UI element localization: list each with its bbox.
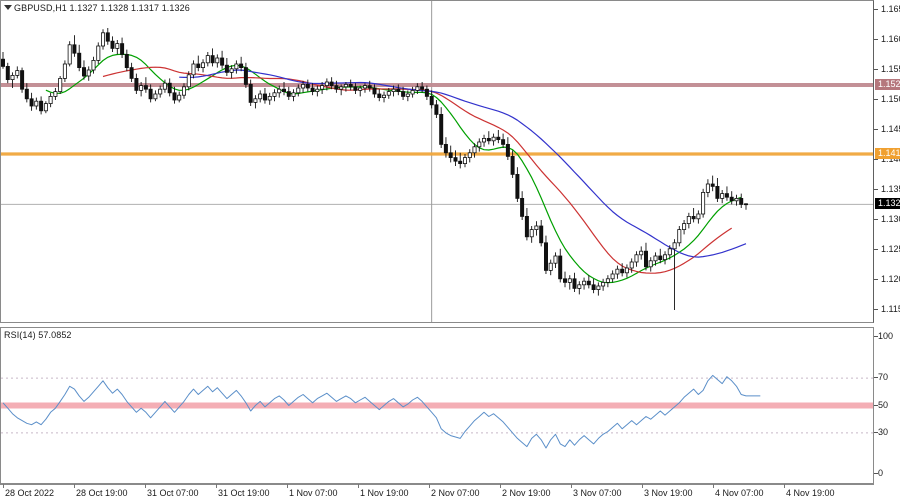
price-tick-mark bbox=[874, 129, 878, 130]
axis-divider bbox=[0, 484, 874, 485]
time-tick-label: 31 Oct 19:00 bbox=[218, 488, 270, 498]
time-tick-mark bbox=[74, 484, 75, 488]
price-tick-label: 1.1350 bbox=[881, 184, 900, 194]
time-tick-mark bbox=[287, 484, 288, 488]
rsi-tick-mark bbox=[874, 473, 878, 474]
price-chart-panel[interactable] bbox=[0, 0, 874, 323]
price-tick-mark bbox=[874, 39, 878, 40]
price-tick-mark bbox=[874, 9, 878, 10]
time-tick-label: 3 Nov 07:00 bbox=[573, 488, 622, 498]
time-tick-label: 1 Nov 19:00 bbox=[360, 488, 409, 498]
time-tick-label: 28 Oct 2022 bbox=[5, 488, 55, 498]
time-tick-label: 2 Nov 19:00 bbox=[502, 488, 551, 498]
time-tick-mark bbox=[571, 484, 572, 488]
rsi-tick-label: 30 bbox=[878, 426, 889, 437]
time-tick-mark bbox=[784, 484, 785, 488]
price-tick-mark bbox=[874, 189, 878, 190]
rsi-tick-mark bbox=[874, 377, 878, 379]
support-level-badge[interactable]: 1.1410 bbox=[875, 148, 900, 159]
rsi-tick-label: 100 bbox=[878, 331, 894, 341]
time-tick-mark bbox=[145, 484, 146, 488]
rsi-tick-label: 50 bbox=[878, 399, 889, 410]
current-price-badge[interactable]: 1.1326 bbox=[875, 198, 900, 210]
price-tick-mark bbox=[874, 309, 878, 310]
price-tick-label: 1.1200 bbox=[881, 274, 900, 284]
price-tick-mark bbox=[874, 279, 878, 280]
resistance-level-badge[interactable]: 1.1525 bbox=[875, 79, 900, 90]
rsi-scale[interactable]: 100 70 50 30 0 bbox=[874, 327, 900, 484]
time-tick-mark bbox=[713, 484, 714, 488]
price-chart-canvas bbox=[1, 1, 873, 322]
rsi-chart-canvas bbox=[1, 374, 873, 449]
time-tick-label: 4 Nov 07:00 bbox=[715, 488, 764, 498]
price-tick-label: 1.1650 bbox=[881, 4, 900, 14]
rsi-tick-mark bbox=[874, 404, 878, 406]
price-tick-mark bbox=[874, 159, 878, 160]
rsi-tick-mark bbox=[874, 431, 878, 433]
price-tick-label: 1.1500 bbox=[881, 94, 900, 104]
time-tick-mark bbox=[429, 484, 430, 488]
price-tick-mark bbox=[874, 249, 878, 250]
price-tick-label: 1.1400 bbox=[881, 154, 900, 164]
time-tick-mark bbox=[642, 484, 643, 488]
time-axis[interactable]: 28 Oct 2022 28 Oct 19:00 31 Oct 07:00 31 Oc… bbox=[0, 484, 900, 501]
price-scale[interactable]: 1.1650 1.1600 1.1550 1.1500 1.1450 1.1400 1.13… bbox=[874, 0, 900, 323]
price-tick-label: 1.1600 bbox=[881, 34, 900, 44]
price-tick-mark bbox=[874, 69, 878, 70]
time-tick-mark bbox=[358, 484, 359, 488]
time-tick-label: 28 Oct 19:00 bbox=[76, 488, 128, 498]
time-tick-mark bbox=[500, 484, 501, 488]
rsi-tick-mark bbox=[874, 336, 878, 337]
price-tick-mark bbox=[874, 99, 878, 100]
chevron-down-icon[interactable] bbox=[4, 5, 12, 10]
time-tick-label: 2 Nov 07:00 bbox=[431, 488, 480, 498]
time-tick-label: 1 Nov 07:00 bbox=[289, 488, 338, 498]
time-tick-mark bbox=[216, 484, 217, 488]
time-tick-label: 4 Nov 19:00 bbox=[786, 488, 835, 498]
price-tick-label: 1.1550 bbox=[881, 64, 900, 74]
price-tick-label: 1.1450 bbox=[881, 124, 900, 134]
rsi-indicator-panel[interactable] bbox=[0, 327, 874, 484]
price-tick-label: 1.1300 bbox=[881, 214, 900, 224]
rsi-tick-label: 70 bbox=[878, 372, 889, 383]
price-tick-label: 1.1250 bbox=[881, 244, 900, 254]
price-tick-label: 1.1150 bbox=[881, 304, 900, 314]
time-tick-mark bbox=[3, 484, 4, 488]
rsi-tick-label: 0 bbox=[878, 468, 884, 478]
rsi-header-label: RSI(14) 57.0852 bbox=[4, 330, 72, 340]
time-tick-label: 3 Nov 19:00 bbox=[644, 488, 693, 498]
price-tick-mark bbox=[874, 219, 878, 220]
time-tick-label: 31 Oct 07:00 bbox=[147, 488, 199, 498]
symbol-ohlc-header: GBPUSD,H1 1.1327 1.1328 1.1317 1.1326 bbox=[14, 3, 190, 13]
